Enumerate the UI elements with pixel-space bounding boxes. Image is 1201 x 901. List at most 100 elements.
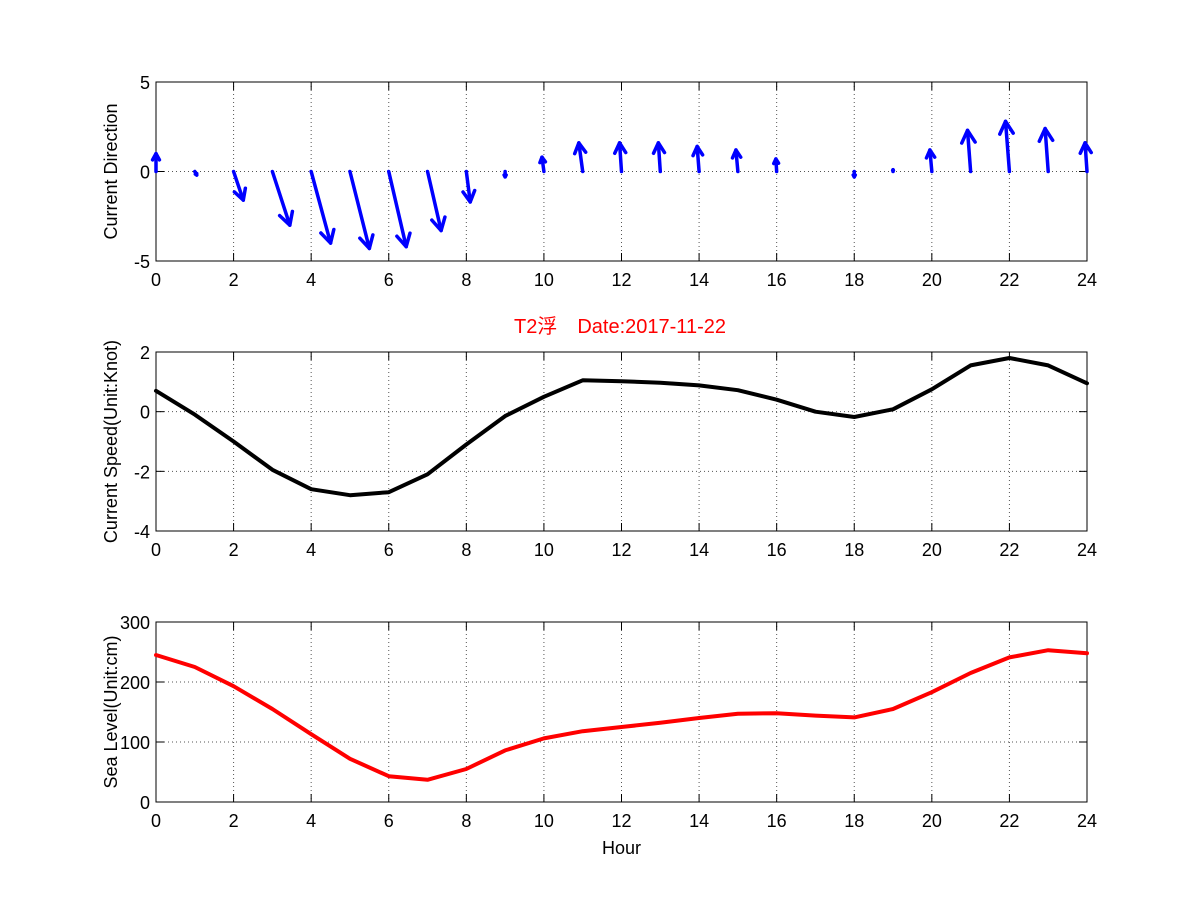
x-tick-label: 22 xyxy=(999,811,1019,831)
arrow-shaft xyxy=(309,169,333,245)
current-arrow xyxy=(270,169,295,227)
x-tick-label: 6 xyxy=(384,811,394,831)
arrow-head xyxy=(538,155,548,165)
x-tick-label: 16 xyxy=(767,270,787,290)
x-tick-label: 14 xyxy=(689,540,709,560)
arrow-shaft xyxy=(577,141,585,174)
y-tick-label: 2 xyxy=(140,343,150,363)
current-arrow xyxy=(387,169,412,249)
current-arrow xyxy=(730,148,743,174)
y-tick-label: 5 xyxy=(140,73,150,93)
arrow-head xyxy=(730,148,743,160)
x-tick-label: 2 xyxy=(229,270,239,290)
arrow-head xyxy=(502,173,508,179)
arrow-head xyxy=(358,233,375,251)
arrow-shaft xyxy=(965,128,973,174)
x-tick-label: 12 xyxy=(611,540,631,560)
current-arrow xyxy=(309,169,336,245)
arrow-head xyxy=(924,148,937,160)
arrow-shaft xyxy=(231,169,246,202)
x-tick-label: 14 xyxy=(689,811,709,831)
x-tick-label: 24 xyxy=(1077,270,1097,290)
x-tick-label: 2 xyxy=(229,540,239,560)
arrow-shaft xyxy=(617,141,624,174)
arrow-shaft xyxy=(1003,119,1012,174)
series-line xyxy=(154,356,1089,498)
arrow-head xyxy=(960,128,977,145)
series-line xyxy=(154,648,1089,782)
arrow-head xyxy=(150,151,162,162)
arrow-shaft xyxy=(1043,126,1050,174)
y-axis-label: Sea Level(Unit:cm) xyxy=(101,635,121,788)
x-tick-label: 8 xyxy=(461,811,471,831)
x-tick-label: 12 xyxy=(611,270,631,290)
x-tick-label: 8 xyxy=(461,270,471,290)
arrow-shaft xyxy=(464,169,472,204)
y-tick-label: 0 xyxy=(140,403,150,423)
current-arrow xyxy=(572,141,588,174)
current-arrow xyxy=(538,155,548,174)
arrow-head xyxy=(651,141,667,156)
x-tick-label: 4 xyxy=(306,270,316,290)
arrow-head xyxy=(890,167,896,173)
current-arrow xyxy=(231,169,248,202)
y-tick-label: 300 xyxy=(120,613,150,633)
current-arrow xyxy=(150,151,162,174)
arrow-head xyxy=(430,215,447,233)
arrow-head xyxy=(772,157,781,166)
x-tick-label: 22 xyxy=(999,270,1019,290)
current-arrow xyxy=(851,169,858,179)
x-tick-label: 22 xyxy=(999,540,1019,560)
current-arrow xyxy=(772,157,781,174)
current-arrow xyxy=(960,128,977,174)
x-tick-label: 16 xyxy=(767,540,787,560)
y-tick-label: -2 xyxy=(134,462,150,482)
arrow-head xyxy=(572,141,588,156)
x-tick-label: 0 xyxy=(151,811,161,831)
x-tick-label: 6 xyxy=(384,270,394,290)
arrow-head xyxy=(395,231,412,249)
current-arrow xyxy=(348,169,375,251)
x-tick-label: 10 xyxy=(534,270,554,290)
current-arrow xyxy=(425,169,447,233)
arrow-head xyxy=(1078,141,1093,156)
x-tick-label: 8 xyxy=(461,540,471,560)
x-tick-label: 20 xyxy=(922,811,942,831)
arrow-head xyxy=(319,227,336,245)
y-axis-label: Current Direction xyxy=(101,103,121,239)
current-arrow xyxy=(502,169,508,179)
x-tick-label: 12 xyxy=(611,811,631,831)
x-tick-label: 20 xyxy=(922,540,942,560)
y-tick-label: 0 xyxy=(140,793,150,813)
x-tick-label: 18 xyxy=(844,811,864,831)
quiver-arrows xyxy=(150,119,1093,251)
arrow-head xyxy=(998,119,1015,136)
arrow-shaft xyxy=(1083,141,1089,174)
y-tick-label: 0 xyxy=(140,163,150,183)
current-arrow xyxy=(193,169,199,177)
x-tick-label: 10 xyxy=(534,811,554,831)
current-arrow xyxy=(651,141,667,174)
arrow-shaft xyxy=(348,169,372,251)
y-tick-label: -5 xyxy=(134,252,150,272)
arrow-head xyxy=(691,144,705,158)
arrow-head xyxy=(612,141,628,156)
arrow-shaft xyxy=(425,169,443,233)
arrow-head xyxy=(193,171,199,177)
arrow-head xyxy=(277,209,295,227)
arrow-head xyxy=(851,173,858,179)
figure-title: T2浮 Date:2017-11-22 xyxy=(514,315,726,338)
arrow-shaft xyxy=(387,169,408,249)
current-arrow xyxy=(691,144,705,174)
y-tick-label: 200 xyxy=(120,673,150,693)
arrow-shaft xyxy=(270,169,292,227)
arrow-head xyxy=(461,188,477,204)
current-arrow xyxy=(612,141,628,174)
y-tick-label: 100 xyxy=(120,733,150,753)
x-tick-label: 0 xyxy=(151,540,161,560)
